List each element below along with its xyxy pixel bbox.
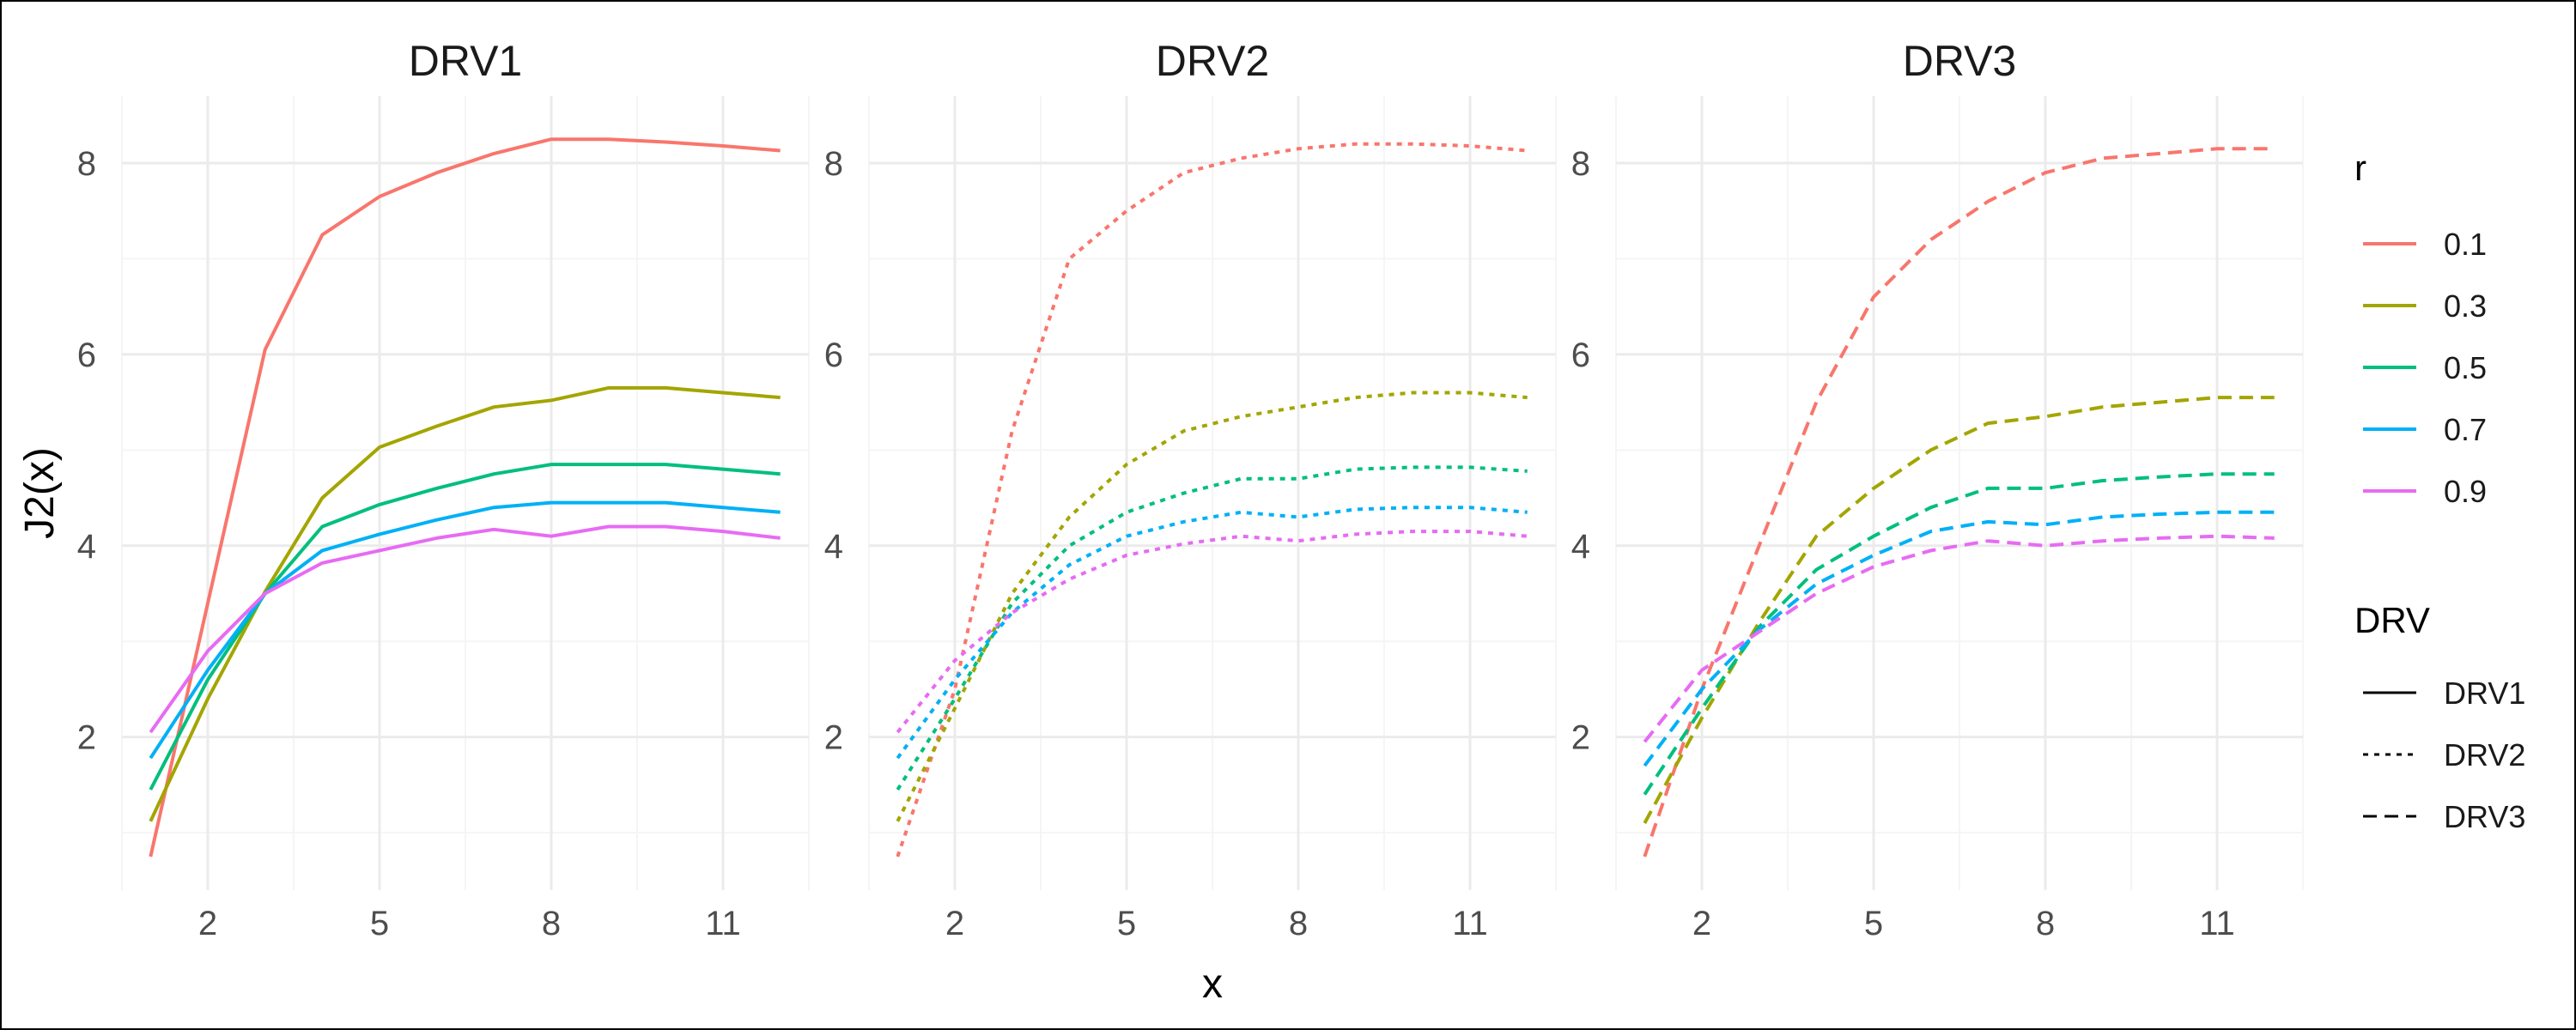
legend-r-label: 0.7: [2444, 412, 2487, 447]
x-tick-label: 8: [2036, 905, 2055, 942]
x-tick-label: 2: [198, 905, 217, 942]
x-tick-label: 5: [370, 905, 389, 942]
y-tick-label: 8: [77, 145, 96, 183]
series-line-r-0.9: [1643, 534, 2275, 743]
legend-drv-title: DRV: [2354, 600, 2430, 640]
legend-r-label: 0.5: [2444, 350, 2487, 385]
legend-r-label: 0.9: [2444, 474, 2487, 509]
series-line-r-0.7: [149, 500, 781, 760]
series-line-r-0.9: [896, 530, 1528, 734]
legend-r-title: r: [2354, 148, 2366, 188]
x-tick-label: 8: [1289, 905, 1308, 942]
series-line-r-0.1: [896, 142, 1528, 857]
x-tick-label: 2: [945, 905, 964, 942]
y-tick-label: 8: [1571, 145, 1590, 183]
y-tick-label: 6: [1571, 336, 1590, 374]
x-tick-label: 2: [1692, 905, 1711, 942]
legend-drv-label: DRV3: [2444, 799, 2525, 834]
series-line-r-0.1: [1643, 147, 2275, 857]
panel-drv1: 2 4 6 8 2 5 8 11 DRV1: [77, 37, 810, 942]
y-tick-label: 2: [824, 719, 843, 757]
x-tick-label: 5: [1864, 905, 1883, 942]
legend-drv-label: DRV1: [2444, 676, 2525, 711]
x-tick-label: 11: [705, 905, 741, 942]
panels: 2 4 6 8 2 5 8 11 DRV1 2 4 6 8 2 5 8 11 DRV2 2 4 6 8 2 5 8 11 DRV3: [77, 37, 2304, 942]
series-line-r-0.5: [1643, 472, 2275, 796]
legend-drv: DRV DRV1 DRV2 DRV3: [2354, 600, 2525, 834]
panel-title: DRV1: [409, 37, 522, 85]
legend-drv-label: DRV2: [2444, 737, 2525, 772]
panel-title: DRV3: [1903, 37, 2016, 85]
y-tick-label: 4: [77, 528, 96, 566]
panel-drv2: 2 4 6 8 2 5 8 11 DRV2: [824, 37, 1557, 942]
x-tick-label: 8: [542, 905, 561, 942]
y-tick-label: 2: [77, 719, 96, 757]
y-axis-title: J2(x): [17, 447, 63, 539]
y-tick-label: 8: [824, 145, 843, 183]
series-line-r-0.9: [149, 524, 781, 734]
series-line-r-0.7: [896, 506, 1528, 760]
y-tick-label: 6: [77, 336, 96, 374]
y-tick-label: 2: [1571, 719, 1590, 757]
legend-r-label: 0.3: [2444, 288, 2487, 324]
panel-drv3: 2 4 6 8 2 5 8 11 DRV3: [1571, 37, 2304, 942]
y-tick-label: 4: [824, 528, 843, 566]
x-tick-label: 11: [1452, 905, 1488, 942]
y-tick-label: 6: [824, 336, 843, 374]
legend-r: r 0.1 0.3 0.5 0.7 0.9: [2354, 148, 2487, 509]
x-tick-label: 11: [2199, 905, 2235, 942]
y-tick-label: 4: [1571, 528, 1590, 566]
x-axis-title: x: [1202, 961, 1223, 1007]
legend-r-label: 0.1: [2444, 227, 2487, 262]
x-tick-label: 5: [1117, 905, 1136, 942]
panel-title: DRV2: [1156, 37, 1269, 85]
series-line-r-0.1: [149, 137, 781, 857]
